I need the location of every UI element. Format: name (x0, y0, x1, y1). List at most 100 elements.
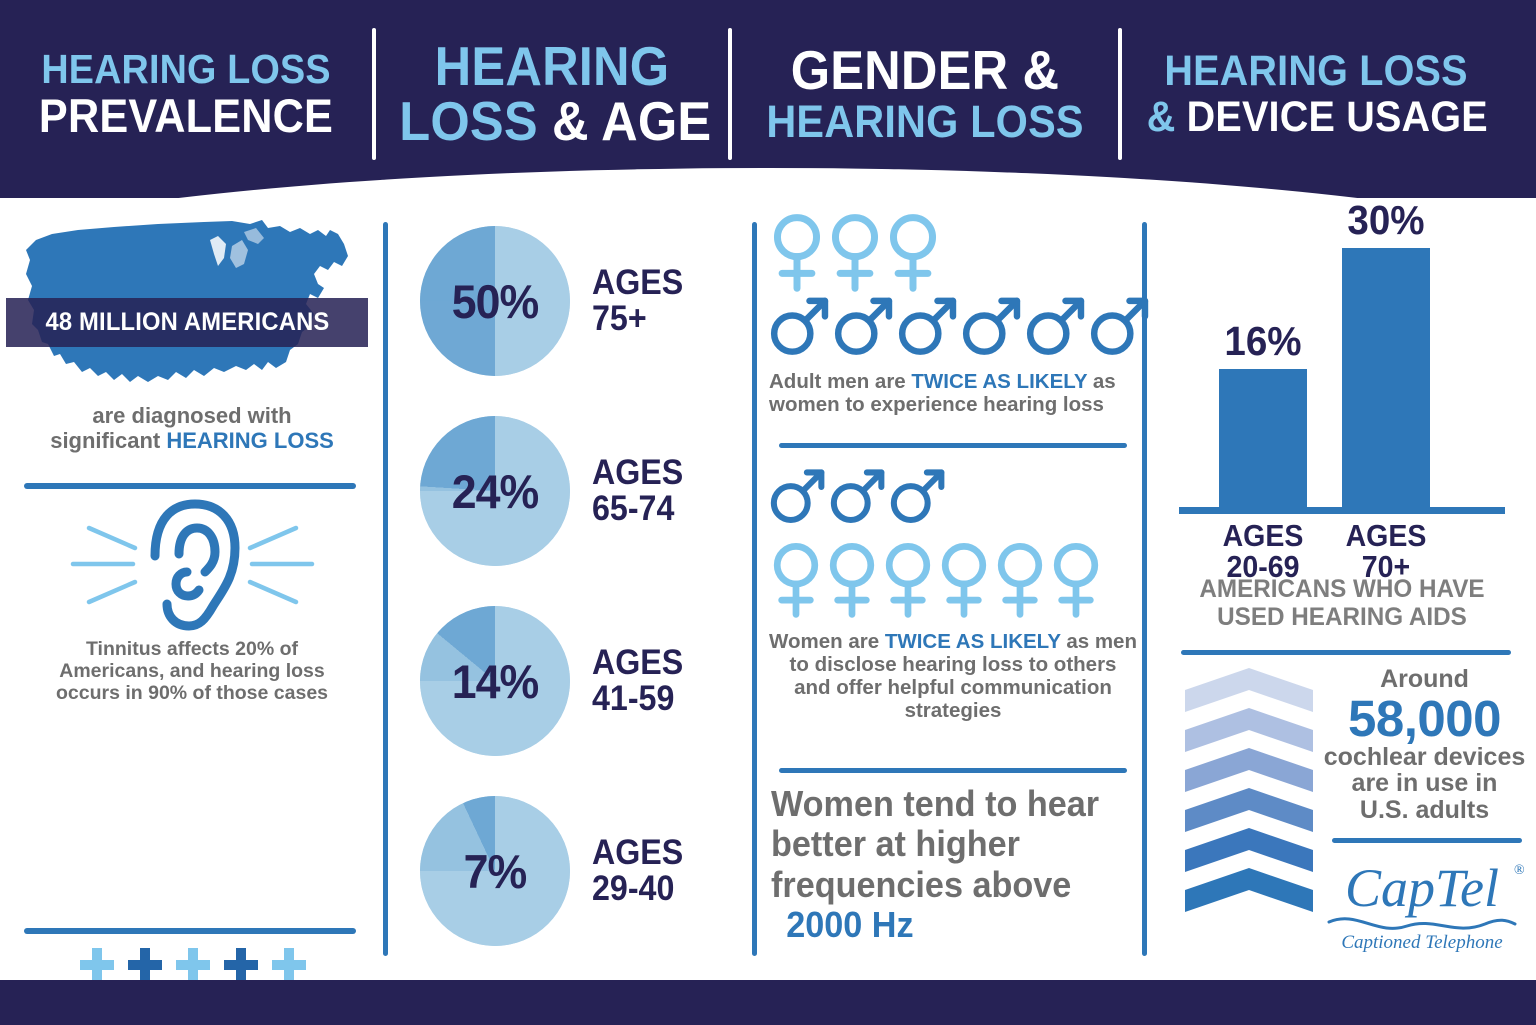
header-section-prevalence: HEARING LOSS PREVALENCE (0, 30, 372, 158)
header-bar: HEARING LOSS PREVALENCE HEARING LOSS & A… (0, 0, 1536, 198)
tinnitus-line-3: occurs in 90% of those cases (55, 682, 329, 705)
pie-row-ages-41-59: 14% AGES 41-59 (388, 596, 752, 766)
header-age-line2: LOSS & AGE (399, 89, 712, 152)
pie-filled-segment (420, 796, 570, 946)
captel-logo: CapTel ® Captioned Telephone (1307, 850, 1536, 955)
column-divider-1 (383, 222, 388, 956)
pie-percent-label: 7% (463, 844, 528, 898)
pie-row-ages-65-74: 24% AGES 65-74 (388, 406, 752, 576)
tinnitus-line-1: Tinnitus affects 20% of (85, 638, 298, 660)
bar-category-label-20-69: AGES 20-69 (1222, 518, 1304, 584)
header-section-age: HEARING LOSS & AGE (376, 30, 728, 158)
column-gender: Adult men are TWICE AS LIKELY as women t… (757, 198, 1149, 980)
bar-ages-20-69 (1219, 369, 1307, 507)
female-icon-row-top (757, 212, 941, 292)
cochlear-number: 58,000 (1348, 689, 1502, 747)
plus-icon-light (272, 948, 306, 982)
male-icon-row-top (757, 294, 1151, 356)
male-symbol-icon (962, 297, 1021, 355)
female-symbol-icon (885, 543, 931, 618)
cochlear-line-1: cochlear devices (1323, 742, 1526, 771)
pie-age-line1: AGES (592, 643, 684, 683)
pie-age-line1: AGES (592, 263, 684, 303)
pie-age-line1: AGES (592, 833, 684, 873)
gender-b1-post: as women to experience hearing loss (769, 370, 1116, 417)
column-devices: 16% 30% AGES 20-69 AGES 70+ AMERICANS WHO … (1147, 197, 1536, 980)
ear-icon (55, 496, 330, 631)
female-symbol-icon (829, 543, 875, 618)
hearing-aid-caption-line2: USED HEARING AIDS (1217, 602, 1467, 631)
female-symbol-icon (831, 214, 879, 292)
diagnosed-plain: significant (50, 427, 167, 453)
header-section-devices: HEARING LOSS & DEVICE USAGE (1122, 30, 1510, 158)
header-age-line1: HEARING (434, 34, 670, 97)
chevron-stack-icon (1185, 668, 1313, 918)
female-symbol-icon (997, 543, 1043, 618)
header-gender-line2: HEARING LOSS (766, 96, 1084, 148)
hearing-aid-caption: AMERICANS WHO HAVE USED HEARING AIDS (1163, 575, 1522, 631)
pie-chart: 24% (420, 416, 570, 566)
bar-value-label-20-69: 16% (1224, 318, 1302, 364)
gender-block1-caption: Adult men are TWICE AS LIKELY as women t… (769, 370, 1139, 416)
divider-rule-devices-2 (1332, 838, 1522, 843)
million-americans-text: 48 MILLION AMERICANS (45, 308, 329, 336)
male-icon-row-bottom (757, 466, 947, 524)
body-area: 48 MILLION AMERICANS are diagnosed with … (0, 197, 1536, 1025)
bar-value-label-70plus: 30% (1347, 197, 1425, 243)
male-symbol-icon (834, 297, 893, 355)
svg-text:CapTel: CapTel (1345, 858, 1499, 918)
column-prevalence: 48 MILLION AMERICANS are diagnosed with … (0, 198, 383, 1025)
female-symbol-icon (941, 543, 987, 618)
frequency-statement: Women tend to hear better at higher freq… (771, 783, 1119, 945)
pie-age-label: AGES 29-40 (592, 835, 683, 906)
header-gender-line1: GENDER & (790, 38, 1060, 101)
million-americans-banner: 48 MILLION AMERICANS (6, 298, 368, 347)
svg-text:Captioned Telephone: Captioned Telephone (1341, 932, 1502, 953)
pie-percent-label: 14% (451, 654, 539, 708)
male-symbol-icon (770, 297, 829, 355)
header-columns: HEARING LOSS PREVALENCE HEARING LOSS & A… (0, 0, 1536, 188)
diagnosed-line-2: significant HEARING LOSS (14, 427, 370, 454)
pie-filled-segment (420, 606, 570, 756)
plus-icon-row (60, 941, 326, 989)
diagnosed-accent: HEARING LOSS (166, 427, 334, 453)
header-divider-3 (1118, 28, 1122, 160)
header-devices-line1: HEARING LOSS (1164, 47, 1468, 96)
gender-block2-caption: Women are TWICE AS LIKELY as men to disc… (769, 630, 1137, 723)
plus-icon-light (80, 948, 114, 982)
pie-chart: 7% (420, 796, 570, 946)
divider-rule-gender-1 (779, 443, 1127, 448)
pie-percent-label: 50% (451, 274, 539, 328)
footer-bar (0, 980, 1536, 1025)
gender-b1-accent: TWICE AS LIKELY (911, 370, 1088, 393)
divider-rule-gender-2 (779, 768, 1127, 773)
header-devices-line2: & DEVICE USAGE (1146, 92, 1488, 141)
pie-filled-segment (420, 226, 570, 376)
tinnitus-caption: Tinnitus affects 20% of Americans, and h… (16, 638, 368, 704)
svg-text:®: ® (1514, 863, 1525, 878)
pie-age-label: AGES 41-59 (592, 645, 683, 716)
pie-age-line2: 65-74 (592, 489, 675, 528)
column-age: 50% AGES 75+ 24% AGES 65-74 (388, 198, 752, 980)
tinnitus-line-2: Americans, and hearing loss (59, 660, 325, 683)
cochlear-stat: Around 58,000 cochlear devices are in us… (1322, 666, 1527, 823)
gender-b2-accent: TWICE AS LIKELY (884, 630, 1061, 653)
bar-ages-70plus (1342, 248, 1430, 507)
pie-chart: 50% (420, 226, 570, 376)
header-divider-1 (372, 28, 376, 160)
frequency-text: Women tend to hear better at higher freq… (771, 783, 1100, 905)
bar-category-label-70plus: AGES 70+ (1345, 518, 1427, 584)
male-symbol-icon (1026, 297, 1085, 355)
header-section-gender: GENDER & HEARING LOSS (732, 30, 1118, 158)
plus-icon-dark (128, 948, 162, 982)
frequency-accent: 2000 Hz (786, 903, 914, 945)
male-symbol-icon (770, 469, 825, 523)
cochlear-around-label: Around (1380, 665, 1469, 693)
pie-age-label: AGES 65-74 (592, 455, 683, 526)
header-prevalence-line1: HEARING LOSS (41, 45, 331, 92)
pie-age-line2: 29-40 (592, 869, 675, 908)
hearing-aid-bar-chart: 16% 30% AGES 20-69 AGES 70+ (1167, 197, 1517, 582)
female-symbol-icon (773, 543, 819, 618)
pie-percent-label: 24% (451, 464, 539, 518)
